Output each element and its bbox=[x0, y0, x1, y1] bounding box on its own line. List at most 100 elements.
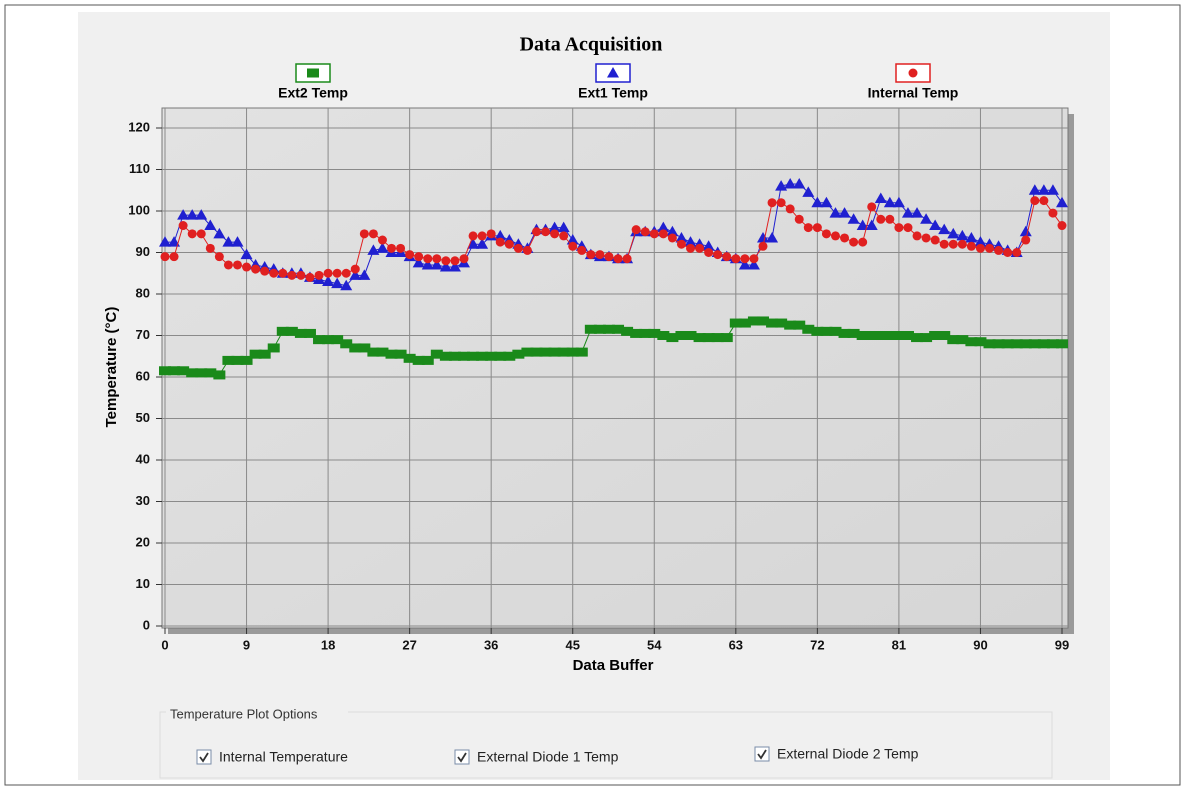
data-point bbox=[1010, 339, 1023, 349]
checkbox-label[interactable]: External Diode 2 Temp bbox=[777, 746, 919, 762]
data-point bbox=[965, 337, 978, 347]
data-point bbox=[776, 198, 786, 208]
data-point bbox=[278, 268, 288, 278]
data-point bbox=[840, 233, 850, 243]
data-point bbox=[296, 270, 306, 280]
checkbox-label[interactable]: External Diode 1 Temp bbox=[477, 749, 619, 765]
data-point bbox=[793, 320, 806, 330]
data-point bbox=[521, 347, 534, 357]
data-point bbox=[858, 237, 868, 247]
options-groupbox bbox=[159, 711, 1053, 779]
data-point bbox=[367, 347, 380, 357]
data-point bbox=[476, 238, 489, 249]
data-point bbox=[766, 318, 779, 328]
data-point bbox=[205, 243, 215, 253]
data-point bbox=[503, 351, 516, 361]
data-point bbox=[811, 326, 824, 336]
data-point bbox=[602, 324, 615, 334]
checkbox[interactable] bbox=[754, 746, 770, 762]
data-point bbox=[630, 328, 643, 338]
y-tick-label: 30 bbox=[136, 493, 150, 508]
data-point bbox=[504, 239, 514, 249]
data-point bbox=[793, 178, 806, 189]
data-point bbox=[1028, 339, 1041, 349]
data-point bbox=[387, 243, 397, 253]
data-point bbox=[566, 234, 579, 245]
data-point bbox=[430, 258, 443, 270]
data-point bbox=[186, 368, 199, 378]
data-point bbox=[1048, 208, 1058, 218]
data-point bbox=[541, 227, 551, 237]
data-point bbox=[966, 241, 976, 251]
data-point bbox=[349, 343, 362, 353]
data-point bbox=[168, 366, 181, 376]
x-tick-label: 99 bbox=[1055, 637, 1069, 652]
data-point bbox=[747, 316, 760, 326]
data-point bbox=[794, 214, 804, 224]
data-point bbox=[947, 335, 960, 345]
data-point bbox=[548, 347, 561, 357]
data-point bbox=[911, 207, 924, 218]
data-point bbox=[477, 231, 487, 241]
data-point bbox=[747, 258, 760, 270]
data-point bbox=[985, 243, 995, 253]
data-point bbox=[693, 333, 706, 343]
data-point bbox=[340, 279, 353, 291]
data-point bbox=[1039, 196, 1049, 206]
y-axis-label: Temperature (°C) bbox=[103, 307, 120, 428]
data-point bbox=[421, 258, 434, 270]
y-tick-label: 80 bbox=[136, 285, 150, 300]
data-point bbox=[367, 244, 380, 255]
data-point bbox=[702, 240, 715, 251]
data-point bbox=[394, 349, 407, 359]
data-point bbox=[930, 235, 940, 245]
data-point bbox=[856, 219, 869, 231]
data-point bbox=[476, 351, 489, 361]
y-tick-label: 100 bbox=[128, 202, 150, 217]
data-point bbox=[177, 209, 190, 220]
y-tick-label: 110 bbox=[129, 161, 150, 176]
data-point bbox=[820, 326, 833, 336]
x-tick-label: 36 bbox=[484, 637, 498, 652]
data-point bbox=[775, 318, 788, 328]
data-point bbox=[938, 223, 951, 235]
data-point bbox=[287, 270, 297, 280]
data-point bbox=[612, 324, 625, 334]
data-point bbox=[204, 219, 217, 231]
data-point bbox=[577, 245, 587, 255]
data-point bbox=[178, 221, 188, 231]
data-point bbox=[1028, 184, 1041, 195]
checkbox[interactable] bbox=[196, 749, 212, 765]
data-point bbox=[1056, 196, 1068, 208]
data-point bbox=[639, 328, 652, 338]
data-point bbox=[784, 178, 797, 189]
checkbox-label[interactable]: Internal Temperature bbox=[219, 749, 348, 765]
data-point bbox=[358, 343, 371, 353]
data-point bbox=[204, 368, 217, 378]
data-point bbox=[740, 254, 750, 264]
data-point bbox=[548, 221, 561, 233]
data-point bbox=[376, 242, 389, 253]
data-point bbox=[856, 331, 869, 340]
data-point bbox=[676, 239, 686, 249]
checkbox[interactable] bbox=[454, 749, 470, 765]
data-point bbox=[892, 196, 905, 208]
data-point bbox=[331, 335, 344, 345]
data-point bbox=[421, 355, 434, 365]
data-point bbox=[865, 331, 878, 340]
data-point bbox=[568, 241, 578, 251]
data-point bbox=[892, 331, 905, 340]
data-point bbox=[838, 328, 851, 338]
data-point bbox=[260, 266, 270, 276]
data-point bbox=[467, 238, 480, 249]
data-point bbox=[1030, 196, 1040, 206]
data-point bbox=[159, 366, 171, 376]
legend-marker bbox=[307, 68, 319, 78]
data-point bbox=[994, 245, 1004, 255]
data-point bbox=[939, 239, 949, 249]
data-point bbox=[876, 214, 886, 224]
data-point bbox=[802, 186, 815, 197]
data-point bbox=[186, 209, 199, 220]
data-point bbox=[232, 260, 242, 270]
